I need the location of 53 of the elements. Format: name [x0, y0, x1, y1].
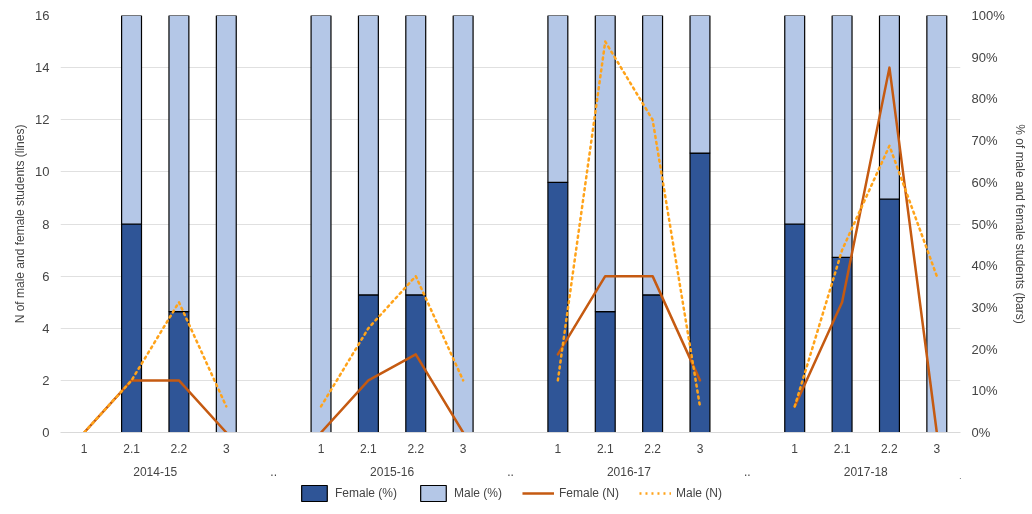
- y-tick-label: 12: [35, 112, 50, 128]
- y2-tick-label: 70%: [971, 133, 998, 149]
- y2-tick-label: 100%: [971, 8, 1006, 23]
- y2-tick-label: 40%: [971, 258, 998, 274]
- x-tick-label: 2.1: [596, 441, 614, 456]
- y-tick-label: 6: [42, 268, 50, 284]
- x-tick-label: 2.2: [407, 441, 425, 456]
- legend-label: Female (N): [559, 486, 620, 500]
- y2-tick-label: 60%: [971, 174, 998, 190]
- x-tick-label: 1: [554, 441, 562, 456]
- x-tick-label: 2.1: [833, 441, 851, 456]
- text: ..: [744, 464, 751, 479]
- bar: [452, 15, 474, 433]
- text: 2014-15: [133, 464, 178, 479]
- x-tick-label: 3: [696, 441, 704, 456]
- legend-label: Female (%): [334, 486, 397, 500]
- x-tick-label: 1: [791, 441, 799, 456]
- x-tick-label: 2.2: [170, 441, 188, 456]
- legend-label: Male (%): [453, 486, 502, 500]
- y-axis-title: N of male and female students (lines): [13, 124, 28, 324]
- legend-label: Male (N): [676, 486, 723, 500]
- y-tick-label: 2: [42, 372, 50, 388]
- y2-axis-title: % of male and female students (bars): [1012, 124, 1027, 324]
- x-tick-label: 2.1: [360, 441, 378, 456]
- bar: [926, 15, 948, 433]
- x-tick-label: 3: [222, 441, 230, 456]
- y-tick-label: 14: [35, 60, 50, 76]
- y-tick-label: 4: [42, 320, 50, 336]
- x-tick-label: 2.2: [881, 441, 899, 456]
- y2-tick-label: 80%: [971, 91, 998, 107]
- text: ..: [270, 464, 277, 479]
- text: 2016-17: [606, 464, 652, 479]
- x-tick-label: 3: [933, 441, 941, 456]
- bar: [310, 15, 332, 433]
- y-tick-label: 16: [35, 8, 50, 23]
- y-tick-label: 0: [42, 425, 50, 440]
- y2-tick-label: 10%: [971, 383, 998, 399]
- y2-tick-label: 0%: [971, 425, 991, 440]
- text: 2015-16: [370, 464, 415, 479]
- y2-tick-label: 50%: [971, 216, 998, 232]
- text: ..: [507, 464, 514, 479]
- x-tick-label: 2.1: [123, 441, 141, 456]
- y-tick-label: 8: [42, 216, 50, 232]
- x-tick-label: 2.2: [644, 441, 662, 456]
- x-tick-label: 3: [459, 441, 467, 456]
- x-tick-label: 1: [80, 441, 88, 456]
- y-tick-label: 10: [35, 164, 50, 180]
- x-tick-label: 1: [317, 441, 325, 456]
- y2-tick-label: 90%: [971, 49, 998, 65]
- y2-tick-label: 30%: [971, 299, 998, 315]
- bar: [215, 15, 237, 433]
- y2-tick-label: 20%: [971, 341, 998, 357]
- text: 2017-18: [843, 464, 889, 479]
